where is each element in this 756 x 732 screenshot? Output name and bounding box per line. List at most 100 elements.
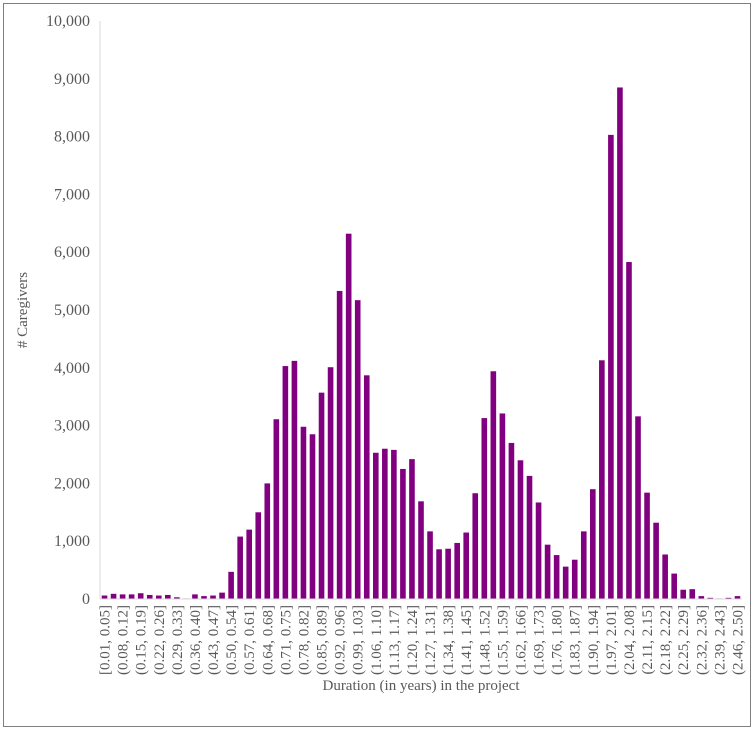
y-tick-label: 6,000 bbox=[54, 244, 90, 261]
bar bbox=[363, 375, 370, 599]
y-tick-label: 0 bbox=[82, 591, 90, 608]
bars bbox=[101, 87, 741, 599]
bar bbox=[327, 367, 334, 599]
x-tick-label: (1.48, 1.52] bbox=[477, 605, 493, 675]
x-tick-label: (0.36, 0.40] bbox=[188, 605, 204, 675]
bar bbox=[273, 419, 280, 599]
bar bbox=[309, 434, 316, 599]
x-tick-label: (2.25, 2.29] bbox=[676, 605, 692, 675]
x-tick-label: (2.18, 2.22] bbox=[658, 605, 674, 675]
bar bbox=[210, 595, 216, 599]
bar bbox=[119, 594, 126, 599]
y-axis-title: # Caregivers bbox=[15, 272, 31, 348]
x-tick-label: (1.83, 1.87] bbox=[568, 605, 584, 675]
bar bbox=[318, 392, 325, 599]
x-tick-label: (2.46, 2.50] bbox=[730, 605, 746, 675]
bar bbox=[282, 366, 289, 599]
x-tick-label: (0.57, 0.61] bbox=[242, 605, 258, 675]
bar bbox=[580, 531, 587, 599]
bar bbox=[219, 592, 225, 599]
x-tick-label: (2.04, 2.08] bbox=[622, 605, 638, 675]
x-axis-title: Duration (in years) in the project bbox=[322, 678, 520, 694]
bar bbox=[463, 532, 470, 599]
x-tick-label: (1.13, 1.17] bbox=[387, 605, 403, 675]
bar bbox=[336, 290, 343, 599]
y-tick-label: 10,000 bbox=[46, 13, 90, 30]
bar bbox=[662, 554, 668, 599]
bar bbox=[128, 594, 135, 599]
y-tick-label: 5,000 bbox=[54, 302, 90, 319]
x-tick-label: (0.92, 0.96] bbox=[333, 605, 349, 675]
y-tick-label: 4,000 bbox=[54, 360, 90, 377]
bar bbox=[617, 87, 623, 599]
bar bbox=[354, 300, 361, 599]
x-tick-label: (1.55, 1.59] bbox=[495, 605, 511, 675]
bar bbox=[174, 597, 180, 599]
x-tick-label: (1.76, 1.80] bbox=[550, 605, 566, 675]
x-tick-label: (0.71, 0.75] bbox=[278, 605, 294, 675]
bar bbox=[490, 371, 497, 599]
bar bbox=[725, 597, 732, 599]
x-axis-ticks: [0.01, 0.05] (0.08, 0.12] (0.15, 0.19] (0.2… bbox=[98, 605, 747, 675]
bar bbox=[608, 134, 614, 599]
bar bbox=[264, 483, 271, 599]
bar bbox=[635, 416, 641, 599]
bar bbox=[454, 542, 460, 599]
bar bbox=[590, 489, 596, 599]
bar bbox=[300, 426, 307, 599]
bar bbox=[165, 594, 171, 599]
bar bbox=[535, 502, 542, 599]
y-axis-ticks: 0 1,000 2,000 3,000 4,000 5,000 6,000 7,000 8,00… bbox=[46, 13, 90, 608]
bar bbox=[146, 594, 153, 599]
bar bbox=[291, 360, 298, 599]
x-tick-label: (1.90, 1.94] bbox=[586, 605, 602, 675]
bar bbox=[228, 571, 234, 599]
bar bbox=[698, 596, 705, 599]
x-tick-label: (1.62, 1.66] bbox=[513, 605, 529, 675]
bar bbox=[418, 501, 424, 599]
x-tick-label: (1.97, 2.01] bbox=[604, 605, 620, 675]
y-tick-label: 7,000 bbox=[54, 186, 90, 203]
x-tick-label: (1.27, 1.31] bbox=[423, 605, 439, 675]
bar bbox=[680, 589, 687, 599]
x-tick-label: (1.06, 1.10] bbox=[369, 605, 385, 675]
x-tick-label: (0.29, 0.33] bbox=[170, 605, 186, 675]
bar bbox=[382, 448, 388, 599]
bar bbox=[526, 475, 533, 599]
x-tick-label: (0.15, 0.19] bbox=[134, 605, 150, 675]
bar bbox=[553, 555, 560, 599]
bar bbox=[707, 597, 714, 599]
x-tick-label: (0.85, 0.89] bbox=[315, 605, 331, 675]
bar bbox=[391, 449, 397, 599]
bar bbox=[544, 544, 551, 599]
bar bbox=[201, 596, 207, 599]
bar bbox=[689, 589, 696, 599]
bar bbox=[472, 493, 479, 599]
bar bbox=[599, 360, 605, 599]
x-tick-label: (0.50, 0.54] bbox=[224, 605, 240, 675]
bar bbox=[237, 536, 243, 599]
x-tick-label: (2.32, 2.36] bbox=[694, 605, 710, 675]
bar bbox=[734, 596, 741, 599]
x-tick-label: (2.11, 2.15] bbox=[640, 605, 656, 674]
x-tick-label: (1.69, 1.73] bbox=[532, 605, 548, 675]
x-tick-label: (0.64, 0.68] bbox=[260, 605, 276, 675]
x-tick-label: (2.39, 2.43] bbox=[712, 605, 728, 675]
bar bbox=[409, 459, 415, 599]
y-tick-label: 3,000 bbox=[54, 418, 90, 435]
x-tick-label: (0.78, 0.82] bbox=[296, 605, 312, 675]
bar bbox=[246, 529, 252, 599]
bar bbox=[626, 262, 632, 599]
bar bbox=[653, 522, 659, 599]
bar bbox=[372, 452, 379, 599]
bar bbox=[192, 594, 198, 599]
bar bbox=[671, 573, 677, 599]
y-tick-label: 1,000 bbox=[54, 533, 90, 550]
bar bbox=[400, 468, 406, 599]
x-tick-label: (0.08, 0.12] bbox=[116, 605, 132, 675]
bar bbox=[481, 418, 488, 599]
bar bbox=[345, 233, 352, 599]
bar bbox=[499, 413, 506, 599]
x-tick-label: (1.20, 1.24] bbox=[405, 605, 421, 675]
